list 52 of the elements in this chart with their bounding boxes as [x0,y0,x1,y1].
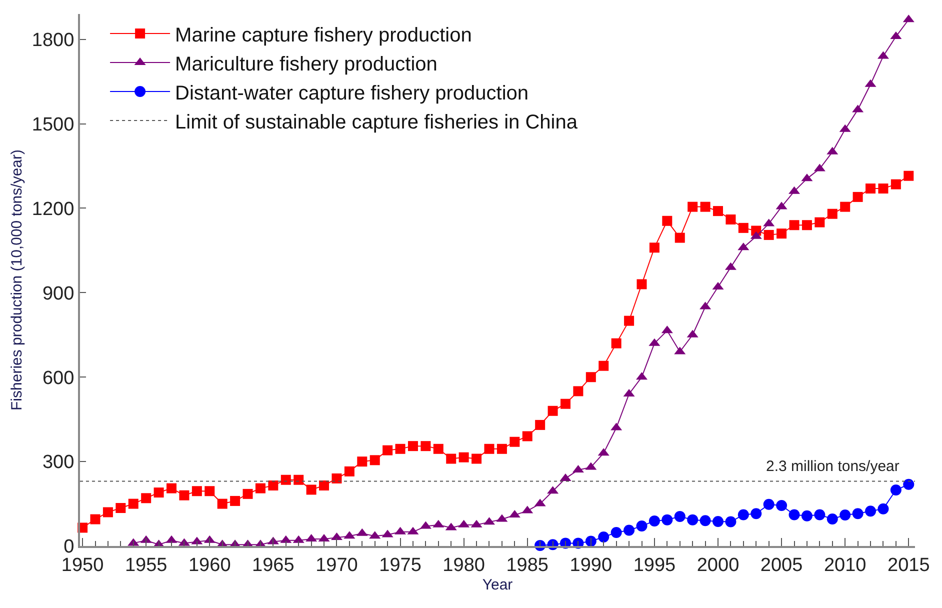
x-tick-label: 1960 [188,554,231,576]
point [585,536,596,547]
point [763,498,774,510]
point [712,516,724,528]
point [636,520,648,532]
point [865,506,876,517]
x-tick-label: 2000 [696,554,740,576]
x-tick-label: 2015 [888,554,930,576]
y-tick-label: 1200 [32,198,74,220]
y-tick-label: 1500 [32,114,74,136]
y-tick-label: 600 [42,368,74,389]
point [826,513,838,524]
legend-label: Limit of sustainable capture fisheries in China [175,111,578,134]
x-tick-label: 1975 [379,554,422,576]
y-tick-label: 300 [42,452,74,474]
y-axis-title: Fisheries production (10,000 tons/year) [8,150,26,410]
point [750,508,762,520]
x-tick-label: 1965 [252,554,294,576]
x-tick-label: 1970 [316,554,358,576]
x-tick-label: 1955 [124,554,168,576]
point [738,509,749,520]
x-tick-label: 2010 [824,554,866,576]
x-tick-label: 1985 [506,554,549,576]
x-tick-label: 1990 [570,554,612,576]
y-tick-label: 900 [42,283,74,304]
point [624,524,635,536]
point [903,478,914,490]
point [687,514,698,526]
point [598,531,610,542]
point [890,484,902,496]
point [814,509,826,520]
x-axis-title: Year [482,576,513,594]
point [801,510,812,522]
point [700,515,711,526]
x-tick-label: 2005 [760,554,803,576]
point [674,510,686,522]
point [610,526,622,538]
annotation: 2.3 million tons/year [766,458,900,475]
point [788,509,800,520]
point [776,500,788,511]
point [878,503,889,514]
point [648,515,660,526]
point [662,514,673,526]
legend-label: Marine capture fishery production [175,24,472,46]
point [725,516,736,528]
y-tick-label: 1800 [32,30,74,51]
legend-label: Distant-water capture fishery production [175,82,529,104]
point [840,510,851,521]
point [852,508,864,520]
x-tick-label: 1980 [442,554,485,576]
x-tick-label: 1995 [633,554,676,576]
legend-label: Mariculture fishery production [175,53,438,76]
